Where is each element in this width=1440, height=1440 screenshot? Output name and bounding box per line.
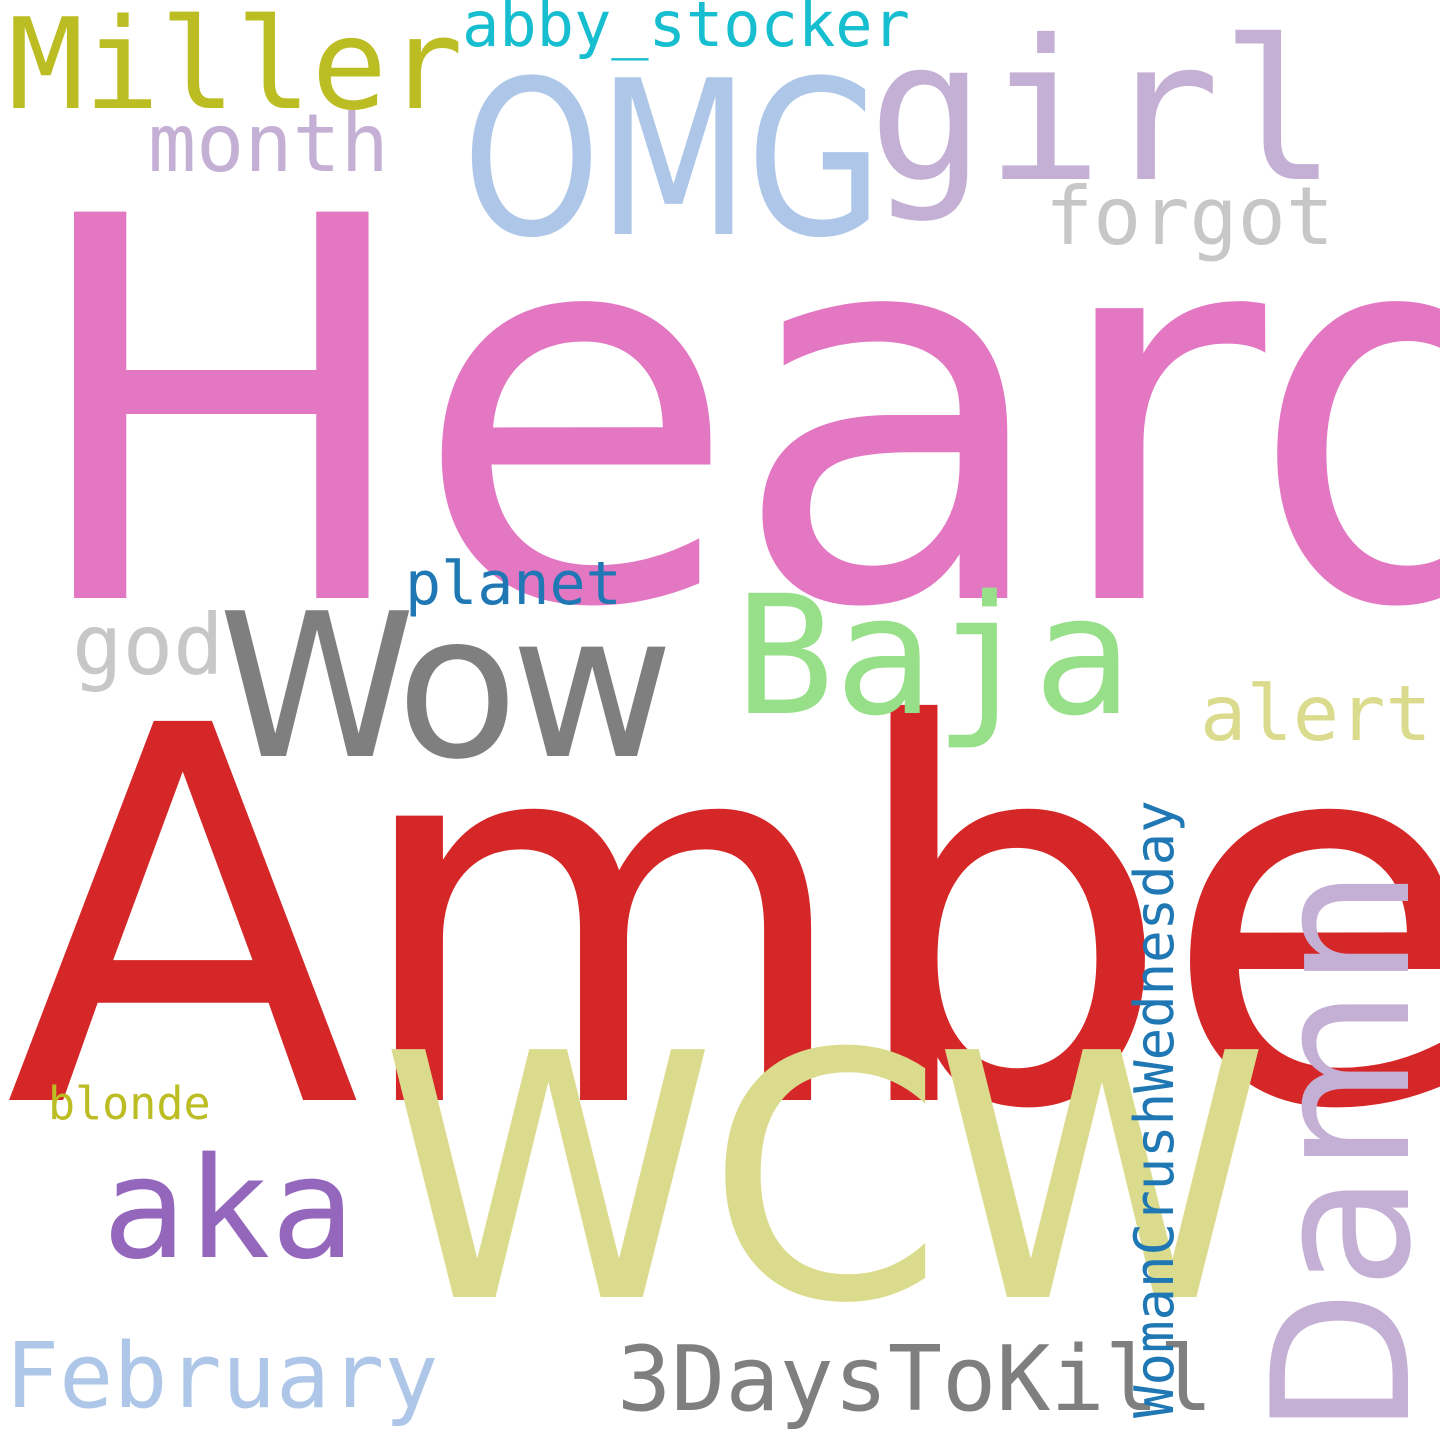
word-wcw: WCW: [380, 982, 1270, 1378]
word-month: month: [148, 97, 389, 190]
word-amber: Amber: [5, 617, 1440, 1223]
word-blonde: blonde: [48, 1077, 211, 1130]
word-girl: girl: [868, 0, 1338, 225]
word-abby-stocker: abby_stocker: [462, 0, 910, 61]
word-aka: aka: [102, 1128, 355, 1291]
word-womancrushwednesday: WomanCrushWednesday: [1123, 800, 1186, 1418]
word-forgot: forgot: [1045, 170, 1334, 263]
word-3daystokill: 3DaysToKill: [617, 1327, 1214, 1432]
word-heard: Heard: [22, 106, 1440, 723]
word-february: February: [5, 1324, 439, 1429]
word-alert: alert: [1200, 670, 1432, 759]
word-omg: OMG: [462, 34, 883, 285]
word-planet: planet: [405, 549, 622, 619]
word-damn: Damn: [1232, 867, 1440, 1436]
word-baja: Baja: [735, 560, 1133, 752]
word-miller: Miller: [8, 0, 464, 138]
word-wow: Wow: [218, 571, 674, 804]
word-god: god: [72, 596, 224, 694]
